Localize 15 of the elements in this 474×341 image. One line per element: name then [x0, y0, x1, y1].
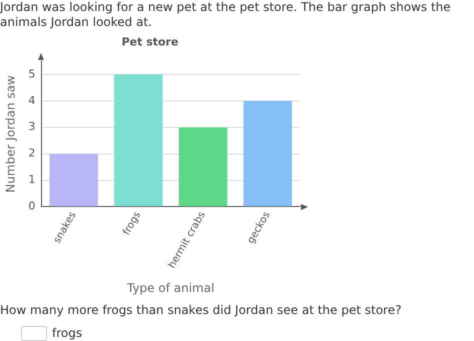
y-tick-label: 3: [28, 120, 36, 134]
chart-title: Pet store: [122, 35, 178, 48]
y-tick-label: 1: [28, 173, 36, 186]
text: How many more frogs than snakes did Jordan see at the pet store?: [0, 303, 402, 317]
bar: [49, 154, 98, 206]
bar: [243, 100, 292, 206]
bar: [178, 127, 228, 206]
y-tick-label: 5: [28, 67, 36, 80]
y-tick-label: 0: [28, 200, 36, 213]
x-axis-title: Type of animal: [126, 280, 214, 295]
y-tick-label: 2: [28, 146, 36, 160]
y-axis-title: Number Jordan saw: [3, 75, 18, 193]
bar: [114, 74, 163, 206]
y-tick-label: 4: [28, 94, 36, 107]
text: frogs: [52, 326, 82, 340]
